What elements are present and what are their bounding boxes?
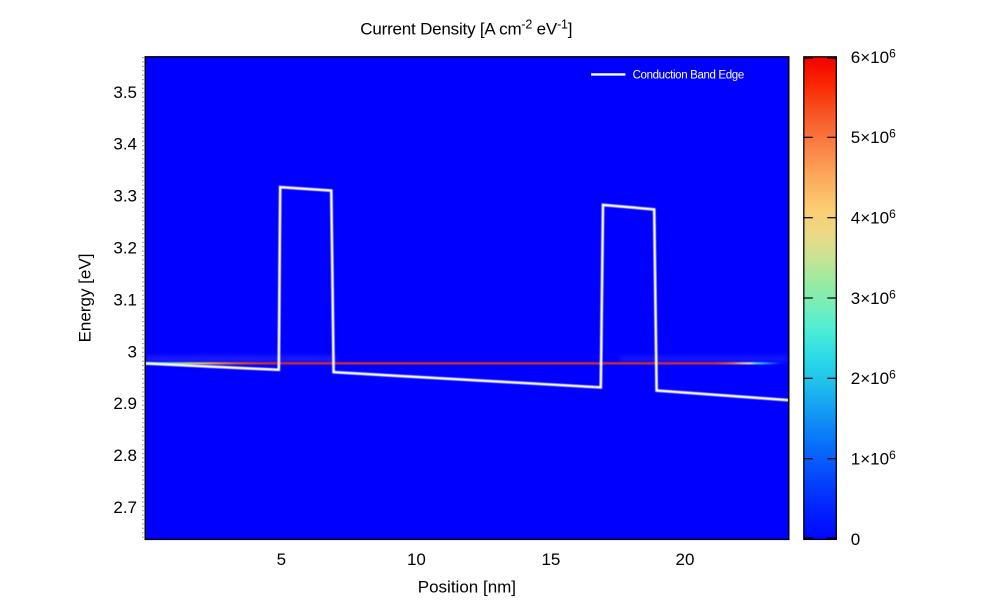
svg-text:5: 5 bbox=[277, 550, 286, 569]
svg-text:2.8: 2.8 bbox=[113, 446, 137, 465]
svg-text:15: 15 bbox=[541, 550, 560, 569]
svg-text:3.5: 3.5 bbox=[113, 83, 137, 102]
svg-text:3.4: 3.4 bbox=[113, 135, 137, 154]
svg-text:3.3: 3.3 bbox=[113, 187, 137, 206]
svg-text:3: 3 bbox=[128, 342, 137, 361]
svg-text:3.2: 3.2 bbox=[113, 239, 137, 258]
svg-text:3.1: 3.1 bbox=[113, 290, 137, 309]
svg-text:6×106: 6×106 bbox=[851, 46, 896, 67]
svg-text:4×106: 4×106 bbox=[851, 207, 896, 228]
svg-text:Position [nm]: Position [nm] bbox=[418, 577, 516, 596]
svg-text:2.7: 2.7 bbox=[113, 498, 137, 517]
svg-text:0: 0 bbox=[851, 530, 860, 549]
svg-text:2×106: 2×106 bbox=[851, 368, 896, 389]
svg-text:Current Density [A cm-2 eV-1]: Current Density [A cm-2 eV-1] bbox=[360, 18, 572, 39]
svg-text:2.9: 2.9 bbox=[113, 394, 137, 413]
svg-text:1×106: 1×106 bbox=[851, 448, 896, 469]
svg-text:20: 20 bbox=[676, 550, 695, 569]
svg-text:Conduction Band Edge: Conduction Band Edge bbox=[633, 69, 744, 81]
svg-text:3×106: 3×106 bbox=[851, 287, 896, 308]
svg-text:Energy [eV]: Energy [eV] bbox=[76, 254, 95, 343]
svg-text:10: 10 bbox=[407, 550, 426, 569]
svg-text:5×106: 5×106 bbox=[851, 127, 896, 148]
